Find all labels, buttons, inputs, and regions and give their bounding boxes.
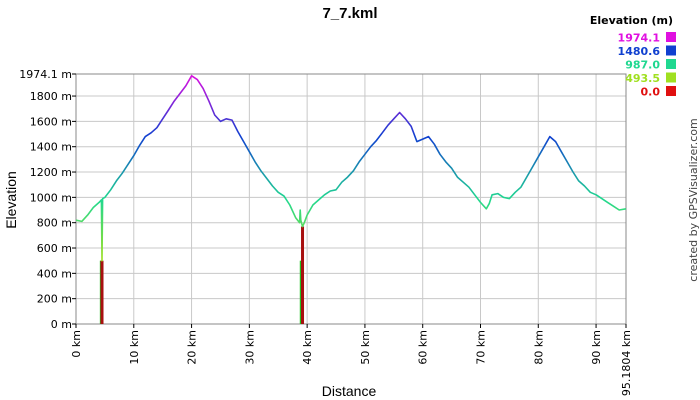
legend-swatch [666,72,676,83]
legend-swatch [666,59,676,69]
x-tick-label: 10 km [128,330,141,365]
y-tick-label: 800 m [37,217,72,230]
x-tick-label: 90 km [590,330,603,365]
credit-text: created by GPSVisualizer.com [687,118,700,281]
y-tick-label: 1200 m [30,166,72,179]
x-tick-label: 40 km [301,330,314,365]
legend-item-label: 0.0 [641,86,661,99]
legend-swatch [666,86,676,96]
y-tick-label: 1000 m [30,191,72,204]
y-tick-label: 1600 m [30,115,72,128]
y-axis-ticks: 0 m 200 m 400 m 600 m 800 m 1000 m 1200 m 1400 … [19,68,76,331]
x-axis-label: Distance [322,383,377,399]
y-tick-label: 600 m [37,242,72,255]
y-tick-label: 1400 m [30,141,72,154]
x-tick-label: 50 km [359,330,372,365]
legend-title: Elevation (m) [590,14,673,27]
y-tick-label: 0 m [51,318,72,331]
legend-item-label: 987.0 [625,59,660,72]
x-tick-label: 30 km [243,330,256,365]
x-axis-ticks: 0 km 10 km 20 km 30 km 40 km 50 km 60 km 70 km 8… [70,324,633,396]
y-tick-label: 1974.1 m [19,68,72,81]
y-tick-label: 1800 m [30,90,72,103]
x-tick-label: 80 km [532,330,545,365]
red-marker [100,260,104,324]
legend-item-label: 1974.1 [618,32,660,45]
x-tick-label: 20 km [186,330,199,365]
y-axis-label: Elevation [3,171,19,229]
grid-lines [75,73,627,325]
chart-title: 7_7.kml [322,5,377,22]
x-tick-label: 95.1804 km [620,330,633,396]
legend-item-label: 1480.6 [618,45,661,58]
x-tick-label: 60 km [417,330,430,365]
red-marker [301,226,305,324]
elevation-series [75,75,627,262]
x-tick-label: 0 km [70,330,83,358]
legend-swatch [666,32,676,42]
elevation-line [75,75,627,262]
plot-area-frame [75,73,627,325]
y-tick-label: 200 m [37,293,72,306]
legend-swatch [666,45,676,56]
y-tick-label: 400 m [37,267,72,280]
segment-markers [99,226,305,324]
legend-item-label: 493.5 [625,72,660,85]
x-tick-label: 70 km [474,330,487,365]
